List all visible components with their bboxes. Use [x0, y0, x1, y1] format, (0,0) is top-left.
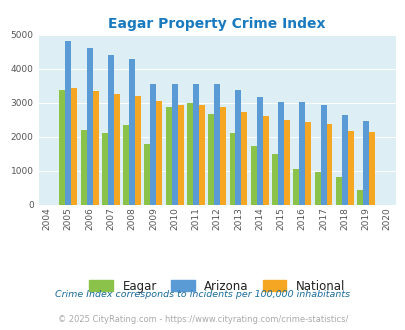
Bar [241, 112, 247, 205]
Bar [108, 55, 113, 205]
Bar [65, 41, 71, 205]
Bar [129, 59, 135, 205]
Bar [214, 84, 220, 205]
Bar [192, 83, 198, 205]
Bar [86, 48, 92, 205]
Bar [102, 133, 108, 205]
Bar [187, 103, 192, 205]
Bar [341, 115, 347, 205]
Bar [314, 172, 320, 205]
Bar [208, 114, 214, 205]
Bar [123, 125, 129, 205]
Bar [262, 116, 268, 205]
Text: Crime Index corresponds to incidents per 100,000 inhabitants: Crime Index corresponds to incidents per… [55, 290, 350, 299]
Bar [171, 84, 177, 205]
Bar [305, 122, 311, 205]
Bar [165, 107, 171, 205]
Bar [368, 132, 374, 205]
Bar [356, 190, 362, 205]
Bar [220, 107, 226, 205]
Bar [283, 120, 289, 205]
Bar [293, 169, 298, 205]
Bar [271, 153, 277, 205]
Bar [229, 133, 235, 205]
Bar [59, 90, 65, 205]
Bar [156, 101, 162, 205]
Legend: Eagar, Arizona, National: Eagar, Arizona, National [84, 275, 349, 298]
Bar [347, 130, 353, 205]
Bar [250, 146, 256, 205]
Bar [320, 105, 326, 205]
Bar [92, 91, 98, 205]
Bar [335, 178, 341, 205]
Bar [198, 105, 205, 205]
Bar [362, 121, 368, 205]
Bar [144, 144, 150, 205]
Bar [113, 94, 119, 205]
Bar [135, 96, 141, 205]
Title: Eagar Property Crime Index: Eagar Property Crime Index [108, 17, 325, 31]
Bar [71, 88, 77, 205]
Bar [81, 130, 86, 205]
Bar [177, 105, 183, 205]
Bar [326, 124, 332, 205]
Bar [277, 102, 283, 205]
Bar [150, 83, 156, 205]
Bar [298, 102, 305, 205]
Bar [235, 90, 241, 205]
Bar [256, 97, 262, 205]
Text: © 2025 CityRating.com - https://www.cityrating.com/crime-statistics/: © 2025 CityRating.com - https://www.city… [58, 315, 347, 324]
